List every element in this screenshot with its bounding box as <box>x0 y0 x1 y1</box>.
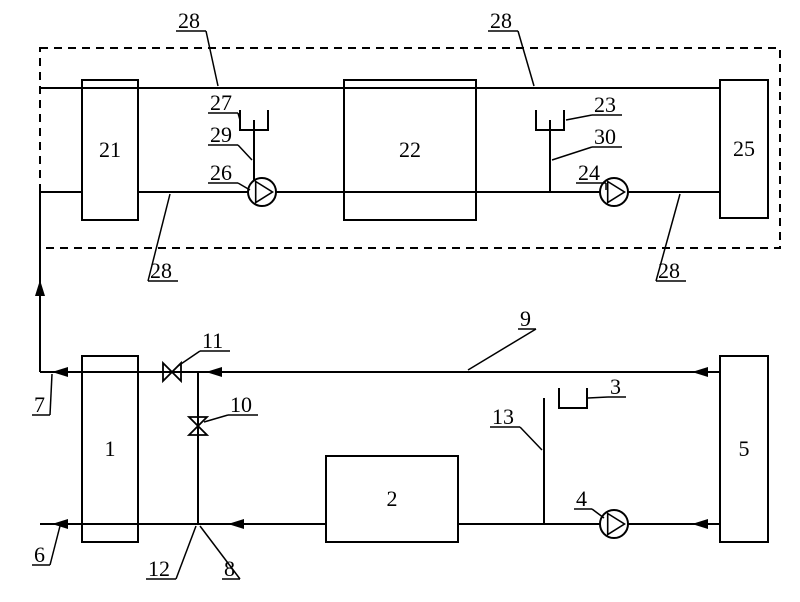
label-l10: 10 <box>230 392 252 417</box>
label-l26: 26 <box>210 160 232 185</box>
label-l23: 23 <box>594 92 616 117</box>
label-leader-l29 <box>238 145 252 160</box>
label-l11: 11 <box>202 328 223 353</box>
label-leader-l13 <box>520 427 542 450</box>
flow-arrow <box>228 519 244 529</box>
label-l29: 29 <box>210 122 232 147</box>
label-leader-l10 <box>204 415 228 422</box>
label-l13: 13 <box>492 404 514 429</box>
label-l28b: 28 <box>490 8 512 33</box>
label-l4: 4 <box>576 486 587 511</box>
flow-arrow <box>35 280 45 296</box>
label-l30: 30 <box>594 124 616 149</box>
cup-c3 <box>559 388 587 408</box>
label-leader-l28b <box>518 31 534 86</box>
label-leader-l8 <box>200 526 240 579</box>
label-leader-l6 <box>50 526 60 565</box>
flow-arrow <box>206 367 222 377</box>
label-leader-l4 <box>592 509 604 518</box>
label-l6: 6 <box>34 542 45 567</box>
flow-arrow <box>52 367 68 377</box>
label-leader-l23 <box>566 115 592 120</box>
box-label-b1: 1 <box>105 436 116 461</box>
label-l3: 3 <box>610 374 621 399</box>
flow-arrow <box>692 519 708 529</box>
label-leader-l9 <box>468 329 536 370</box>
box-label-b2: 2 <box>387 486 398 511</box>
flow-arrow <box>692 367 708 377</box>
label-leader-l11 <box>178 351 200 366</box>
label-leader-l12 <box>176 526 196 579</box>
label-leader-l7 <box>50 374 52 415</box>
box-label-b22: 22 <box>399 137 421 162</box>
label-l12: 12 <box>148 556 170 581</box>
label-leader-l28a <box>206 31 218 86</box>
box-label-b25: 25 <box>733 136 755 161</box>
label-leader-l3 <box>588 397 608 398</box>
label-leader-l30 <box>552 147 592 160</box>
label-l7: 7 <box>34 392 45 417</box>
box-label-b5: 5 <box>739 436 750 461</box>
label-l27: 27 <box>210 90 232 115</box>
label-l24: 24 <box>578 160 600 185</box>
box-label-b21: 21 <box>99 137 121 162</box>
label-l9: 9 <box>520 306 531 331</box>
label-l28a: 28 <box>178 8 200 33</box>
